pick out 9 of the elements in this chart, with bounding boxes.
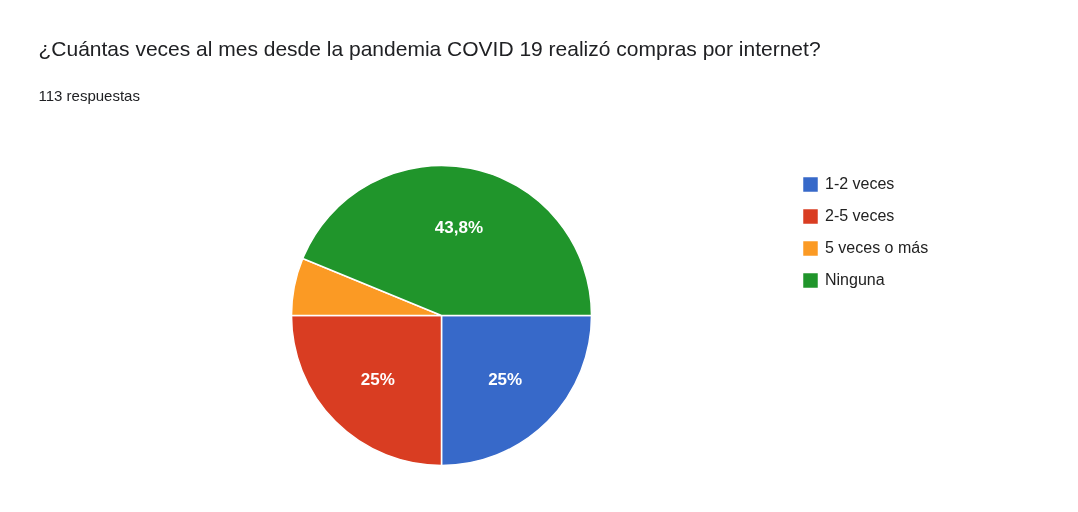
legend-label: Ninguna	[825, 271, 885, 289]
text: 113 respuestas	[38, 87, 140, 104]
legend-label: 1-2 veces	[825, 175, 895, 193]
data-label: 43,8%	[434, 217, 484, 237]
legend-label: 2-5 veces	[825, 207, 895, 225]
chart-title: ¿Cuántas veces al mes desde la pandemia COVID 19 realizó compras por internet?	[38, 37, 821, 60]
data-label: 25%	[488, 369, 523, 389]
data-label: 25%	[360, 369, 395, 389]
legend-label: 5 veces o más	[825, 239, 929, 257]
